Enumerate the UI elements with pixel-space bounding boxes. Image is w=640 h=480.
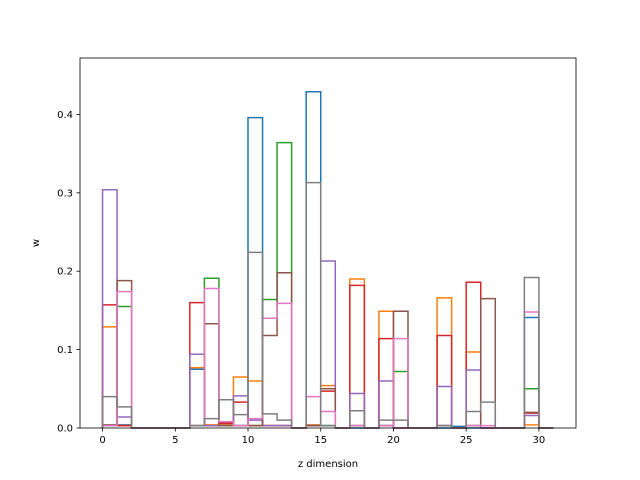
plot-area [80,58,576,428]
y-axis-label: w [31,239,42,247]
x-tick-label: 30 [533,435,546,446]
axes-frame [79,57,577,429]
y-tick-label: 0.1 [57,345,73,356]
x-tick-label: 5 [172,435,178,446]
x-tick-label: 0 [99,435,105,446]
x-tick-label: 25 [460,435,473,446]
x-axis-label: z dimension [298,459,358,470]
x-axis-ticks: 0 5 10 15 20 25 30 [99,428,545,446]
y-tick-label: 0.3 [57,188,73,199]
y-tick-label: 0.2 [57,267,73,278]
x-tick-label: 15 [314,435,327,446]
series-8-step-outline [101,181,554,429]
x-tick-label: 10 [242,435,255,446]
x-tick-label: 20 [387,435,400,446]
y-axis-ticks: 0.0 0.1 0.2 0.3 0.4 [57,110,80,435]
y-tick-label: 0.0 [57,424,73,435]
y-tick-label: 0.4 [57,110,73,121]
